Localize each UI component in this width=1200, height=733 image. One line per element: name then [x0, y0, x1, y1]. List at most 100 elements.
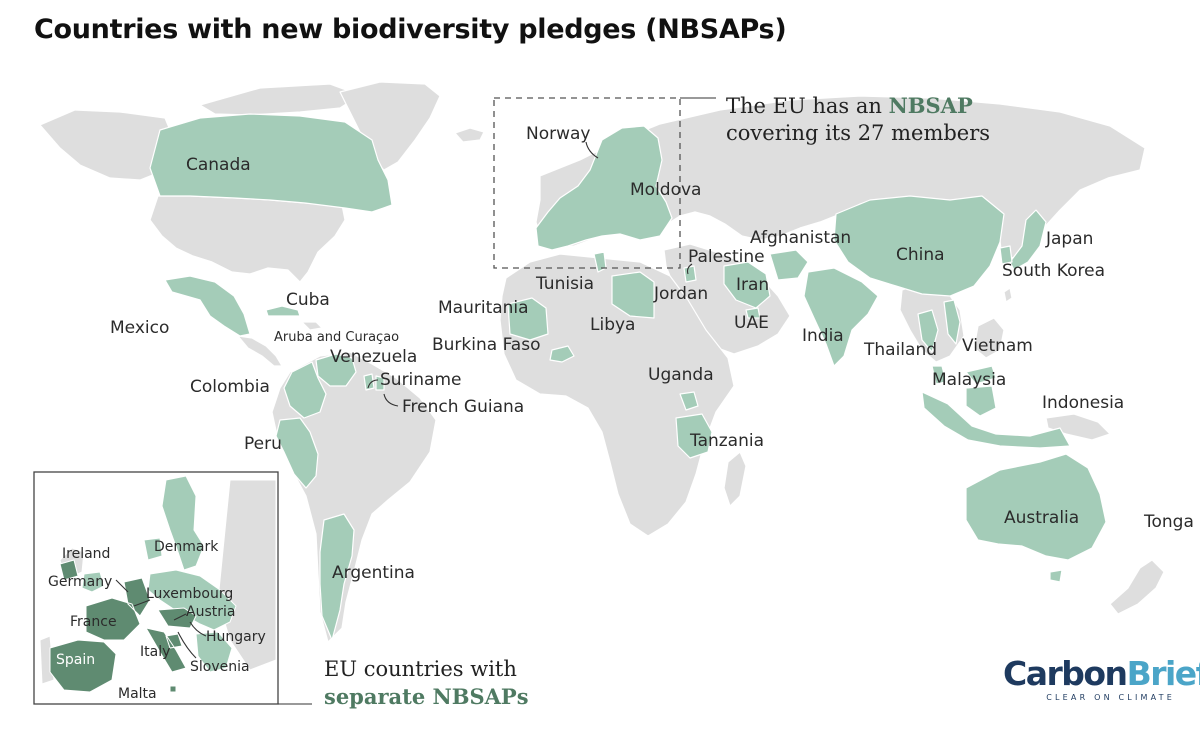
country-uganda — [679, 391, 699, 411]
country-libya — [611, 271, 655, 319]
label-indonesia: Indonesia — [1042, 393, 1124, 413]
country-indonesia-borneo — [965, 385, 997, 417]
label-canada: Canada — [186, 155, 251, 175]
land-new-zealand — [1109, 559, 1165, 615]
label-moldova: Moldova — [630, 180, 701, 200]
label-malaysia: Malaysia — [932, 370, 1006, 390]
land-central-america — [237, 335, 283, 367]
country-malaysia-borneo — [965, 365, 997, 385]
country-iran — [723, 261, 771, 309]
label-venezuela: Venezuela — [330, 347, 417, 367]
country-china — [833, 195, 1005, 297]
label-peru: Peru — [244, 434, 282, 454]
inset-label-hungary: Hungary — [206, 629, 266, 645]
country-tasmania — [1049, 569, 1063, 583]
country-uae — [745, 307, 761, 319]
land-caribbean — [301, 321, 323, 331]
label-norway: Norway — [526, 124, 591, 144]
label-mexico: Mexico — [110, 318, 169, 338]
country-colombia — [283, 361, 327, 419]
country-burkina-faso — [549, 345, 575, 363]
logo-word-brief: Brief — [1126, 654, 1200, 693]
carbon-brief-logo: CarbonBrief CLEAR ON CLIMATE — [1003, 654, 1200, 703]
leader-palestine — [686, 263, 693, 275]
inset-label-slovenia: Slovenia — [190, 659, 250, 675]
eu-annotation-text: The EU has an — [726, 94, 889, 118]
land-iceland — [454, 127, 485, 143]
inset-label-ireland: Ireland — [62, 546, 110, 562]
inset-leader-slovenia — [177, 631, 197, 659]
label-colombia: Colombia — [190, 377, 270, 397]
leader-french-guiana — [383, 393, 399, 407]
country-indonesia — [921, 391, 1071, 449]
inset-label-luxembourg: Luxembourg — [146, 586, 233, 602]
country-argentina — [319, 513, 355, 641]
label-suriname: Suriname — [380, 370, 462, 390]
eu-annotation-line2: covering its 27 members — [726, 121, 991, 145]
leader-norway — [585, 141, 599, 159]
inset-leader-austria — [173, 613, 187, 621]
country-india — [803, 267, 879, 367]
label-china: China — [896, 245, 945, 265]
eu-annotation-highlight: NBSAP — [888, 93, 973, 118]
country-tanzania — [675, 413, 713, 459]
label-jordan: Jordan — [653, 284, 708, 304]
country-canada — [149, 113, 393, 213]
map-title: Countries with new biodiversity pledges … — [34, 14, 787, 45]
land-taiwan — [1003, 287, 1013, 303]
label-uae: UAE — [734, 313, 769, 333]
label-libya: Libya — [590, 315, 635, 335]
inset-label-spain: Spain — [56, 652, 95, 668]
inset-label-malta: Malta — [118, 686, 157, 702]
separate-nbsaps-annotation: EU countries with separate NBSAPs — [324, 656, 529, 710]
inset-leader-hungary — [189, 621, 207, 637]
country-mexico — [164, 275, 251, 337]
land-arctic-islands — [199, 83, 361, 116]
inset-eu-light — [81, 475, 237, 673]
inset-label-france: France — [70, 614, 117, 630]
label-thailand: Thailand — [863, 340, 937, 360]
land-usa — [149, 195, 346, 283]
label-australia: Australia — [1004, 508, 1079, 528]
land-new-guinea — [1045, 413, 1111, 441]
label-south-korea: South Korea — [1002, 261, 1105, 281]
leader-suriname — [367, 379, 379, 389]
separate-annotation-line1: EU countries with — [324, 657, 517, 681]
country-vietnam — [943, 299, 961, 345]
country-mauritania — [507, 297, 549, 341]
label-palestine: Palestine — [688, 247, 765, 267]
label-tanzania: Tanzania — [689, 431, 764, 451]
label-india: India — [802, 326, 844, 346]
country-malaysia — [931, 365, 947, 385]
country-suriname — [363, 373, 375, 391]
country-south-korea — [999, 245, 1013, 265]
logo-wordmark: CarbonBrief — [1003, 654, 1200, 693]
country-japan — [1009, 209, 1047, 271]
logo-word-carbon: Carbon — [1003, 654, 1128, 693]
inset-eu-dark — [49, 559, 197, 693]
country-cuba — [265, 305, 301, 317]
logo-tagline: CLEAR ON CLIMATE — [1046, 693, 1175, 702]
label-tunisia: Tunisia — [535, 274, 594, 294]
inset-label-germany: Germany — [48, 574, 112, 590]
label-uganda: Uganda — [648, 365, 714, 385]
country-australia — [965, 453, 1107, 561]
label-cuba: Cuba — [286, 290, 330, 310]
inset-label-italy: Italy — [140, 644, 170, 660]
label-mauritania: Mauritania — [438, 298, 529, 318]
country-venezuela — [315, 353, 357, 387]
country-jordan — [683, 265, 697, 283]
eu-nbsap-annotation: The EU has an NBSAP covering its 27 memb… — [726, 92, 990, 147]
label-french-guiana: French Guiana — [402, 397, 524, 417]
label-aruba-curacao: Aruba and Curaçao — [274, 330, 399, 345]
label-japan: Japan — [1045, 229, 1093, 249]
eu-annotation-line1: The EU has an NBSAP — [726, 92, 990, 120]
land-madagascar — [723, 451, 747, 507]
inset-leader-luxembourg — [133, 599, 151, 607]
inset-label-austria: Austria — [186, 604, 235, 620]
inset-leader-germany — [115, 579, 129, 593]
eu-dashed-box — [493, 97, 681, 269]
label-argentina: Argentina — [332, 563, 415, 583]
